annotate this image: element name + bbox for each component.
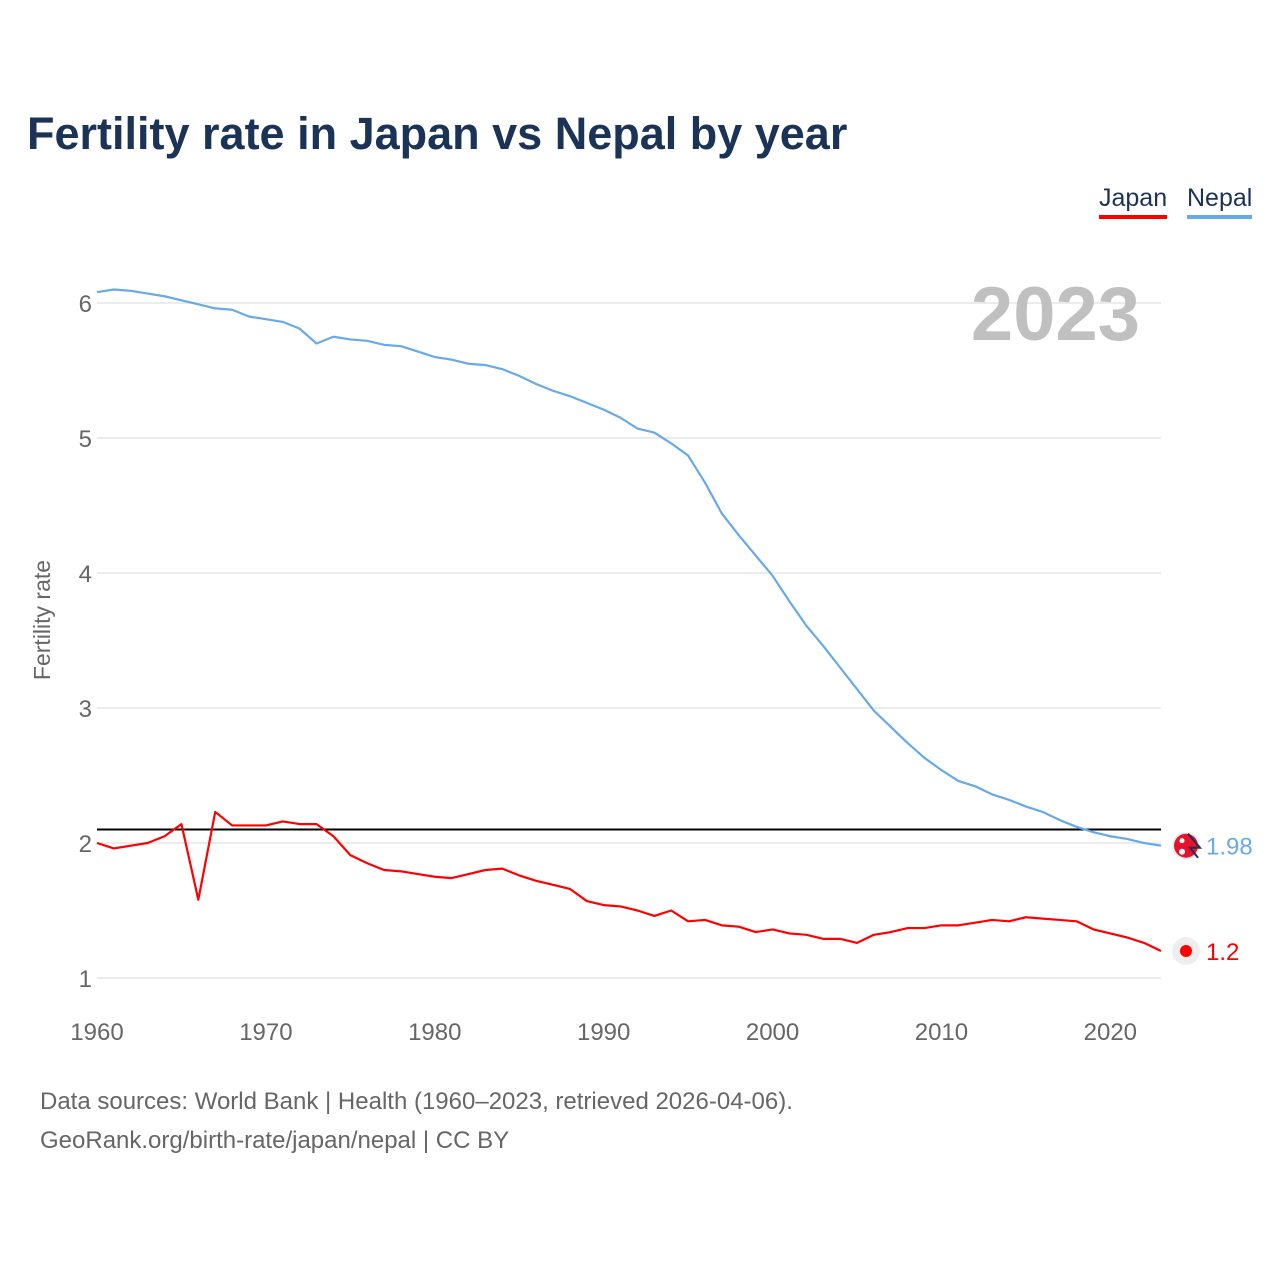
source-text: Data sources: World Bank | Health (1960–… bbox=[40, 1088, 793, 1115]
end-value-label-japan: 1.2 bbox=[1206, 939, 1239, 966]
y-tick-label: 5 bbox=[79, 426, 92, 453]
series-line-japan bbox=[96, 810, 1162, 952]
line-chart: 1 2 3 4 5 6 1960 1970 1980 1990 2000 2010 2020 Fertil… bbox=[29, 272, 1253, 1046]
x-tick-label: 1970 bbox=[239, 1019, 292, 1046]
y-tick-label: 1 bbox=[79, 966, 92, 993]
y-tick-label: 3 bbox=[79, 696, 92, 723]
y-tick-label: 4 bbox=[79, 561, 92, 588]
y-tick-label: 2 bbox=[79, 831, 92, 858]
x-tick-label: 2010 bbox=[915, 1019, 968, 1046]
legend-nepal[interactable]: Nepal bbox=[1187, 184, 1253, 219]
y-tick-label: 6 bbox=[79, 291, 92, 318]
year-watermark: 2023 bbox=[971, 272, 1140, 357]
legend-japan[interactable]: Japan bbox=[1099, 184, 1168, 219]
flag-sun-icon bbox=[1179, 848, 1185, 855]
x-tick-label: 1980 bbox=[408, 1019, 461, 1046]
y-axis-label: Fertility rate bbox=[29, 560, 55, 680]
series-line-nepal bbox=[96, 288, 1162, 847]
chart-title: Fertility rate in Japan vs Nepal by year bbox=[27, 108, 848, 159]
x-tick-label: 1990 bbox=[577, 1019, 630, 1046]
x-tick-label: 2000 bbox=[746, 1019, 799, 1046]
x-tick-label: 2020 bbox=[1084, 1019, 1137, 1046]
flag-moon-icon bbox=[1179, 838, 1185, 844]
nepal-flag-border bbox=[1187, 833, 1203, 859]
end-value-label-nepal: 1.98 bbox=[1206, 834, 1253, 861]
x-tick-label: 1960 bbox=[70, 1019, 123, 1046]
source-link[interactable]: GeoRank.org/birth-rate/japan/nepal | CC … bbox=[40, 1127, 510, 1154]
japan-flag-icon bbox=[1180, 945, 1192, 957]
